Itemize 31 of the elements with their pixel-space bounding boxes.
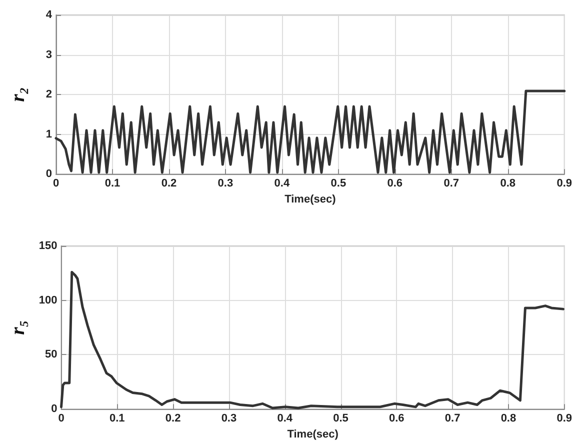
x-tick-label: 0.2 [161, 178, 177, 190]
x-tick-label: 0.2 [165, 412, 181, 425]
x-tick-label: 0.3 [218, 178, 234, 190]
x-tick-label: 0.6 [387, 178, 403, 190]
x-tick-label: 0.4 [277, 412, 294, 425]
x-tick-label: 0.7 [444, 412, 460, 425]
y-tick-label: 50 [45, 348, 58, 361]
x-tick-label: 0.8 [500, 412, 516, 425]
y-tick-label: 1 [46, 128, 52, 140]
x-tick-label: 0.4 [274, 178, 290, 190]
x-tick-label: 0.3 [221, 412, 237, 425]
y-axis-title: r₂ [7, 87, 29, 102]
y-tick-label: 3 [46, 48, 52, 61]
y-tick-label: 0 [51, 403, 58, 416]
y-tick-label: 4 [46, 9, 53, 21]
x-axis-title: Time(sec) [287, 428, 339, 440]
y-tick-label: 2 [46, 88, 52, 101]
x-tick-label: 0.5 [330, 178, 346, 190]
x-tick-label: 0.1 [110, 412, 125, 425]
x-tick-label: 0.9 [556, 178, 572, 190]
x-tick-label: 0.1 [104, 178, 120, 190]
x-tick-label: 0.7 [444, 178, 460, 190]
y-tick-label: 150 [38, 240, 58, 252]
x-axis-title: Time(sec) [284, 194, 336, 206]
y-tick-label: 100 [38, 294, 58, 306]
x-tick-label: 0.9 [556, 412, 572, 425]
y-tick-label: 0 [46, 168, 52, 180]
y-axis-title: r₅ [7, 320, 29, 335]
x-tick-label: 0.6 [389, 412, 404, 425]
x-tick-label: 0.8 [500, 178, 516, 190]
x-tick-label: 0.5 [333, 412, 348, 425]
